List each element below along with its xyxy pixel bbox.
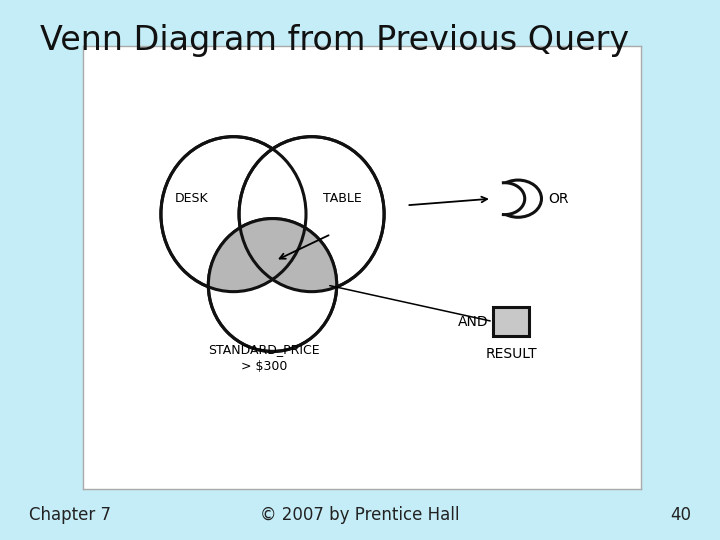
Text: Venn Diagram from Previous Query: Venn Diagram from Previous Query [40, 24, 629, 57]
Text: DESK: DESK [175, 192, 208, 205]
Circle shape [485, 183, 525, 214]
Text: TABLE: TABLE [323, 192, 361, 205]
Text: AND: AND [458, 314, 488, 328]
Text: © 2007 by Prentice Hall: © 2007 by Prentice Hall [260, 506, 460, 524]
Text: STANDARD_PRICE
> $300: STANDARD_PRICE > $300 [208, 343, 320, 373]
Text: RESULT: RESULT [485, 347, 537, 361]
Bar [493, 307, 529, 336]
Text: 40: 40 [670, 506, 691, 524]
Circle shape [495, 180, 541, 217]
Text: Chapter 7: Chapter 7 [29, 506, 111, 524]
Ellipse shape [208, 219, 337, 352]
Ellipse shape [239, 137, 384, 292]
Text: OR: OR [548, 192, 569, 206]
Ellipse shape [161, 137, 306, 292]
